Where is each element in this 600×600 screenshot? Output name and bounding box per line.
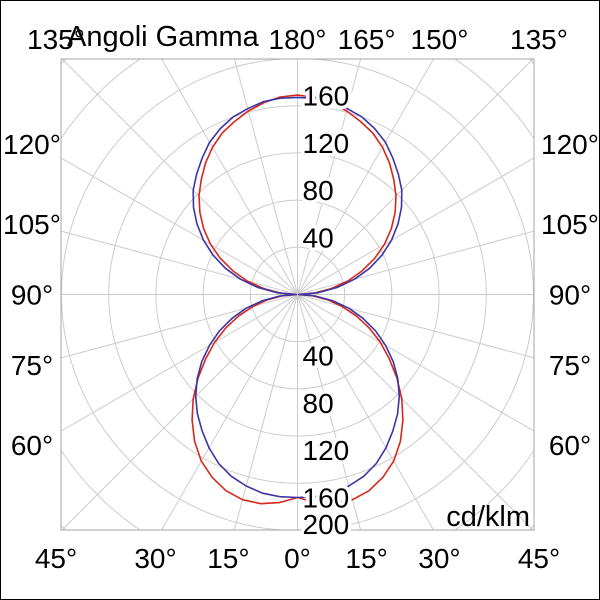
gamma-tick-label: 30°	[134, 543, 176, 574]
intensity-tick-label: 160	[303, 81, 350, 112]
gamma-tick-label: 75°	[549, 350, 591, 381]
gamma-tick-label: 75°	[11, 350, 53, 381]
intensity-tick-label: 200	[303, 509, 350, 540]
gamma-tick-label: 30°	[418, 543, 460, 574]
gamma-tick-label: 45°	[35, 543, 77, 574]
gamma-tick-label: 15°	[345, 543, 387, 574]
gamma-tick-label: 15°	[207, 543, 249, 574]
chart-title: Angoli Gamma	[67, 21, 259, 53]
gamma-tick-label: 120°	[541, 129, 599, 160]
intensity-tick-label: 120	[303, 435, 350, 466]
gamma-tick-label: 45°	[518, 543, 560, 574]
red-curve	[191, 94, 404, 505]
gamma-tick-label: 105°	[541, 209, 599, 240]
gamma-tick-label: 135°	[27, 24, 85, 55]
gamma-tick-label: 165°	[338, 24, 396, 55]
gamma-tick-label: 150°	[411, 24, 469, 55]
blue-curve	[192, 96, 403, 499]
intensity-tick-label: 80	[303, 175, 334, 206]
unit-label: cd/klm	[446, 501, 530, 533]
gamma-tick-label: 180°	[269, 24, 327, 55]
polar-grid-radial	[233, 59, 362, 530]
intensity-tick-label: 40	[303, 341, 334, 372]
gamma-tick-label: 105°	[3, 209, 61, 240]
gamma-tick-label: 90°	[549, 280, 591, 311]
gamma-tick-label: 135°	[510, 24, 568, 55]
gamma-tick-label: 120°	[3, 129, 61, 160]
intensity-tick-label: 160	[303, 482, 350, 513]
gamma-tick-label: 60°	[11, 430, 53, 461]
gamma-tick-label: 60°	[549, 430, 591, 461]
intensity-tick-label: 120	[303, 128, 350, 159]
intensity-tick-label: 40	[303, 222, 334, 253]
intensity-tick-label: 80	[303, 388, 334, 419]
gamma-tick-label: 0°	[284, 543, 311, 574]
plot-border	[60, 58, 535, 531]
gamma-tick-label: 90°	[11, 280, 53, 311]
